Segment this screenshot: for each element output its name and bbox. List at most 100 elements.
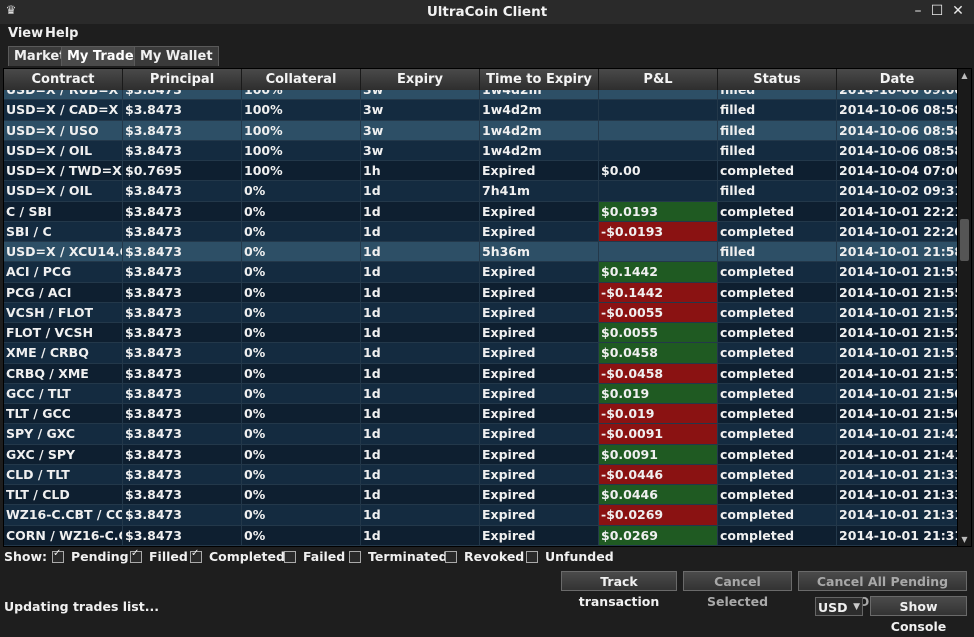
column-header-collateral[interactable]: Collateral	[242, 69, 361, 90]
cell-expiry: 1d	[361, 343, 480, 363]
cell-principal: $0.7695	[123, 161, 242, 181]
cell-collateral: 0%	[242, 343, 361, 363]
menu-help[interactable]: Help	[45, 26, 79, 41]
table-row[interactable]: TLT / GCC $3.8473 0% 1d Expired -$0.019 comple…	[4, 404, 958, 425]
column-header-expiry[interactable]: Expiry	[361, 69, 480, 90]
checkbox[interactable]	[190, 548, 202, 563]
checkbox[interactable]	[349, 550, 361, 563]
tab-market[interactable]: Market	[8, 46, 72, 66]
scroll-thumb[interactable]	[960, 219, 969, 261]
maximize-icon[interactable]: ☐	[930, 3, 944, 19]
table-row[interactable]: USD=X / CAD=X $3.8473 100% 3w 1w4d2m filled 20…	[4, 100, 958, 121]
cancel-all-pending-button[interactable]: Cancel All Pending Orders	[798, 571, 967, 609]
cell-tte: Expired	[480, 343, 599, 363]
filter-revoked[interactable]: Revoked	[445, 549, 524, 564]
filter-failed[interactable]: Failed	[284, 549, 345, 564]
table-row[interactable]: USD=X / TWD=X $0.7695 100% 1h Expired $0.00 co…	[4, 161, 958, 182]
filter-filled[interactable]: Filled	[130, 548, 188, 564]
table-row[interactable]: USD=X / USO $3.8473 100% 3w 1w4d2m filled 2014…	[4, 120, 958, 141]
menu-view[interactable]: View	[8, 26, 44, 41]
table-row[interactable]: WZ16-C.CBT / CO...$3.84730%1dExpired-$0.…	[4, 505, 958, 526]
scroll-down-icon[interactable]: ▼	[961, 535, 968, 544]
show-console-button[interactable]: Show Console	[870, 596, 967, 634]
cell-contract: SBI / C	[4, 221, 123, 241]
checkbox[interactable]	[284, 550, 296, 563]
table-row[interactable]: VCSH / FLOT $3.8473 0% 1d Expired -$0.0055 com…	[4, 302, 958, 323]
cell-contract: CORN / WZ16-C.C...	[4, 525, 123, 545]
track-transaction-button[interactable]: Track transaction	[561, 571, 677, 609]
cell-principal: $3.8473	[123, 140, 242, 160]
currency-select[interactable]: USD ▼	[815, 597, 863, 616]
table-row[interactable]: GXC / SPY $3.8473 0% 1d Expired $0.0091 comple…	[4, 444, 958, 465]
column-header-status[interactable]: Status	[718, 69, 837, 90]
table-row[interactable]: FLOT / VCSH $3.8473 0% 1d Expired $0.0055 comp…	[4, 323, 958, 344]
cell-expiry: 1d	[361, 485, 480, 505]
cell-date: 2014-10-01 21:50:...	[837, 383, 958, 403]
column-header-pl[interactable]: P&L	[599, 69, 718, 90]
cancel-selected-button[interactable]: Cancel Selected	[683, 571, 792, 609]
filter-unfunded[interactable]: Unfunded	[526, 549, 614, 564]
status-text: Updating trades list...	[4, 599, 159, 614]
cell-expiry: 3w	[361, 140, 480, 160]
minimize-icon[interactable]: –	[914, 3, 922, 19]
checkbox[interactable]	[526, 550, 538, 563]
cell-contract: FLOT / VCSH	[4, 323, 123, 343]
column-header-contract[interactable]: Contract	[4, 69, 123, 90]
vertical-scrollbar[interactable]: ▲ ▼	[957, 69, 971, 546]
cell-pl	[599, 120, 718, 140]
filter-pending[interactable]: Pending	[52, 548, 129, 564]
cell-contract: USD=X / OIL	[4, 181, 123, 201]
table-row[interactable]: PCG / ACI $3.8473 0% 1d Expired -$0.1442 compl…	[4, 282, 958, 303]
cell-tte: Expired	[480, 485, 599, 505]
cell-expiry: 1d	[361, 201, 480, 221]
cell-tte: Expired	[480, 282, 599, 302]
filter-completed[interactable]: Completed	[190, 548, 285, 564]
table-row[interactable]: XME / CRBQ $3.8473 0% 1d Expired $0.0458 compl…	[4, 343, 958, 364]
scroll-up-icon[interactable]: ▲	[961, 71, 968, 80]
cell-pl	[599, 242, 718, 262]
app-icon[interactable]: ♛	[5, 3, 17, 17]
column-header-date[interactable]: Date	[837, 69, 958, 90]
table-row[interactable]: ACI / PCG $3.8473 0% 1d Expired $0.1442 comple…	[4, 262, 958, 283]
cell-collateral: 0%	[242, 282, 361, 302]
tab-my-trades[interactable]: My Trades	[61, 46, 148, 66]
table-row[interactable]: CLD / TLT $3.8473 0% 1d Expired -$0.0446 compl…	[4, 464, 958, 485]
table-row[interactable]: USD=X / OIL $3.8473 0% 1d 7h41m filled 2014-10…	[4, 181, 958, 202]
filter-label: Terminated	[368, 549, 448, 564]
cell-collateral: 0%	[242, 485, 361, 505]
table-row[interactable]: TLT / CLD $3.8473 0% 1d Expired $0.0446 comple…	[4, 485, 958, 506]
cell-date: 2014-10-01 21:42:...	[837, 424, 958, 444]
table-row[interactable]: C / SBI $3.8473 0% 1d Expired $0.0193 complete…	[4, 201, 958, 222]
checkbox[interactable]	[52, 548, 64, 563]
table-row[interactable]: CRBQ / XME $3.8473 0% 1d Expired -$0.0458 comp…	[4, 363, 958, 384]
close-icon[interactable]: ✕	[952, 3, 964, 19]
cell-expiry: 1d	[361, 404, 480, 424]
cell-principal: $3.8473	[123, 262, 242, 282]
table-row[interactable]: GCC / TLT $3.8473 0% 1d Expired $0.019 complet…	[4, 383, 958, 404]
cell-pl: -$0.0193	[599, 221, 718, 241]
column-header-tte[interactable]: Time to Expiry	[480, 69, 599, 90]
checkbox[interactable]	[445, 550, 457, 563]
table-row[interactable]: SBI / C $3.8473 0% 1d Expired -$0.0193 complet…	[4, 221, 958, 242]
cell-date: 2014-10-01 21:41:...	[837, 444, 958, 464]
table-row[interactable]: USD=X / OIL $3.8473 100% 3w 1w4d2m filled 2014…	[4, 140, 958, 161]
cell-tte: Expired	[480, 424, 599, 444]
cell-expiry: 3w	[361, 100, 480, 120]
table-row[interactable]: CORN / WZ16-C.C...$3.84730%1dExpired$0.0…	[4, 525, 958, 546]
table-row[interactable]: SPY / GXC $3.8473 0% 1d Expired -$0.0091 compl…	[4, 424, 958, 445]
tab-my-wallet[interactable]: My Wallet	[134, 46, 219, 66]
filter-terminated[interactable]: Terminated	[349, 549, 448, 564]
checkbox[interactable]	[130, 548, 142, 563]
cell-principal: $3.8473	[123, 363, 242, 383]
cell-tte: 1w4d2m	[480, 100, 599, 120]
cell-status: filled	[718, 90, 837, 100]
cell-contract: GCC / TLT	[4, 383, 123, 403]
cell-pl: $0.0055	[599, 323, 718, 343]
cell-collateral: 0%	[242, 242, 361, 262]
cell-date: 2014-10-06 08:58:...	[837, 100, 958, 120]
cell-tte: 1w4d2m	[480, 120, 599, 140]
cell-tte: Expired	[480, 464, 599, 484]
column-header-principal[interactable]: Principal	[123, 69, 242, 90]
